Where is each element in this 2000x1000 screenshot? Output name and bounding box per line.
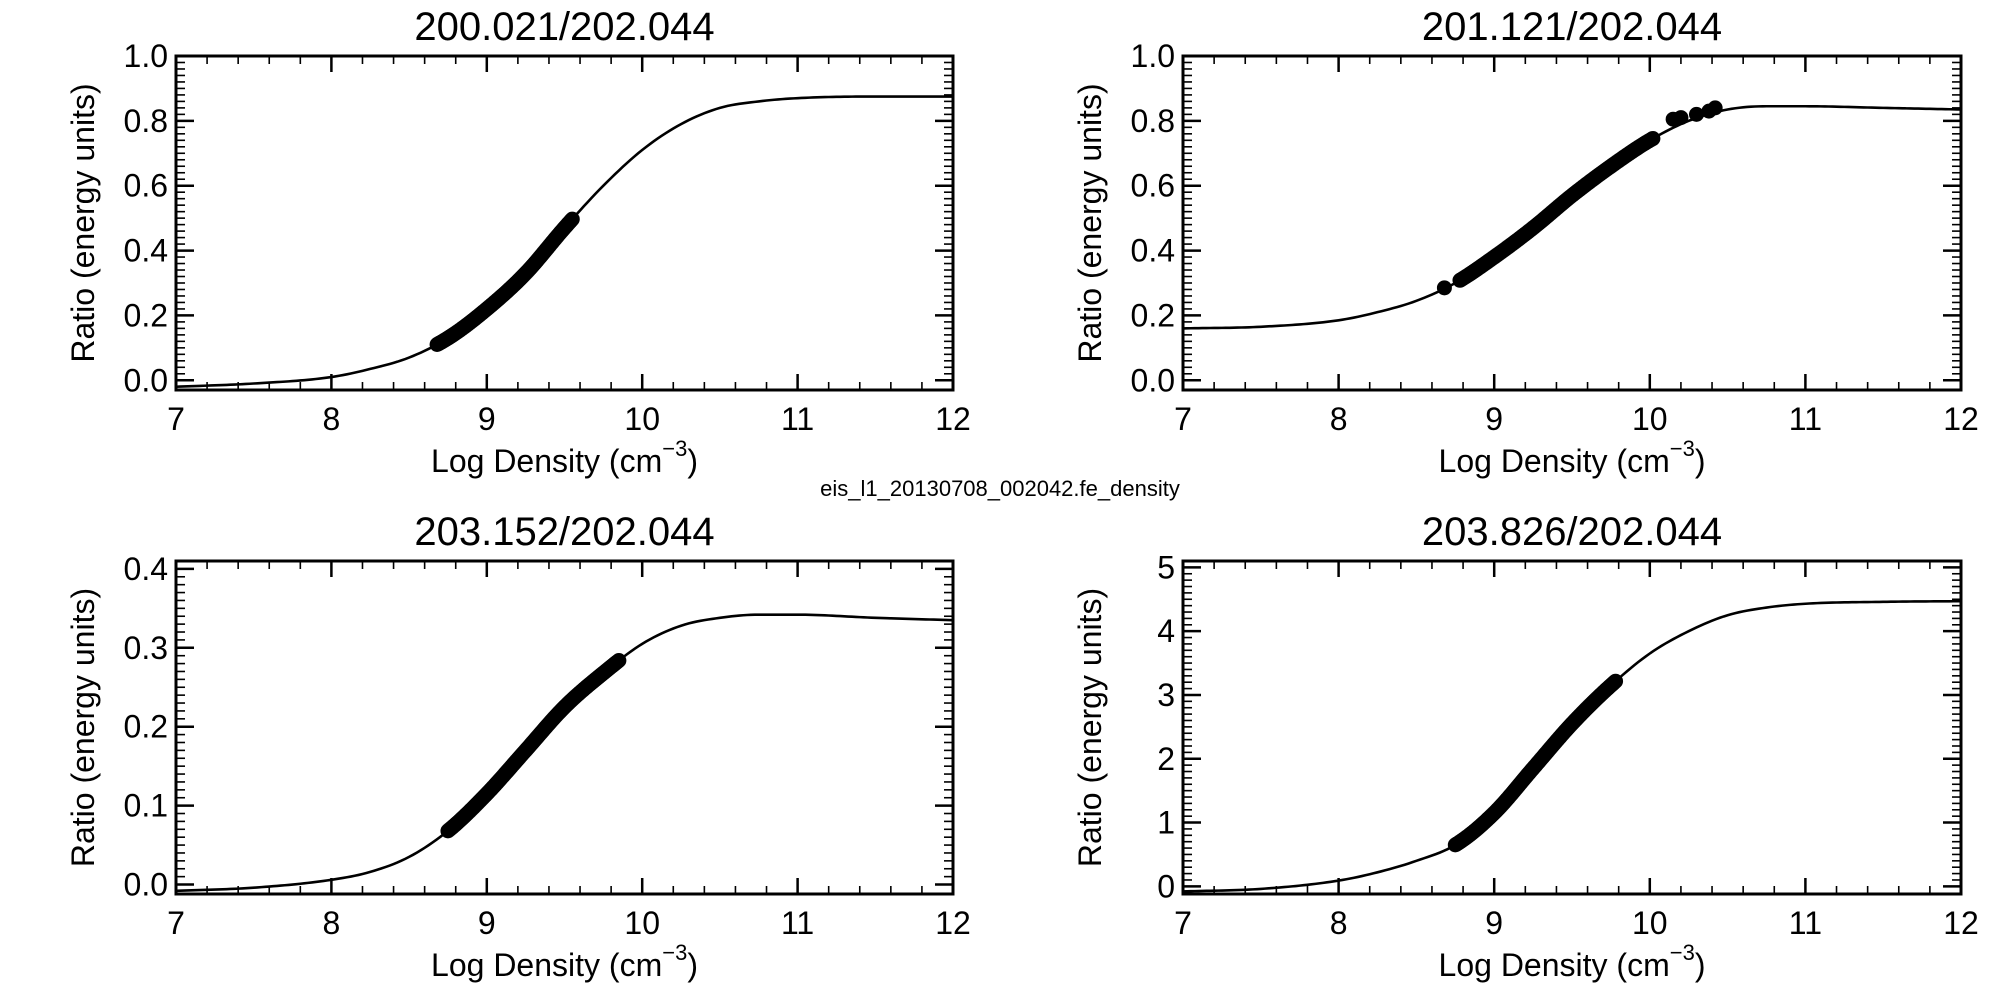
x-tick-label: 9 bbox=[1485, 905, 1503, 941]
data-point bbox=[1645, 131, 1661, 147]
y-axis-label: Ratio (energy units) bbox=[65, 83, 101, 362]
x-tick-label: 8 bbox=[1330, 401, 1348, 437]
y-tick-label: 0.0 bbox=[1131, 362, 1175, 398]
x-axis-label-superscript: −3 bbox=[1670, 940, 1695, 965]
x-axis-label-main: Log Density (cm bbox=[431, 947, 662, 983]
x-tick-label: 12 bbox=[1943, 401, 1979, 437]
data-point bbox=[611, 653, 627, 668]
plot-frame bbox=[174, 54, 955, 392]
x-axis-label-superscript: −3 bbox=[1670, 436, 1695, 461]
figure-center-label: eis_l1_20130708_002042.fe_density bbox=[820, 476, 1180, 501]
x-axis-label-close: ) bbox=[1695, 443, 1706, 479]
x-tick-label: 10 bbox=[1632, 905, 1668, 941]
chart-panel-1: 200.021/202.044 7 8 9 10 11 12 0.0 0.2 0.4 0.6 0.8 1… bbox=[65, 5, 971, 479]
x-axis-label-close: ) bbox=[687, 947, 698, 983]
y-tick-label: 1 bbox=[1157, 805, 1175, 841]
data-point bbox=[1673, 110, 1689, 126]
x-axis-label-superscript: −3 bbox=[662, 940, 687, 965]
ratio-curve bbox=[175, 95, 953, 389]
x-axis-label: Log Density (cm−3) bbox=[1439, 436, 1706, 479]
ratio-curve bbox=[175, 613, 954, 893]
y-tick-label: 5 bbox=[1157, 549, 1175, 585]
y-tick-label: 0.0 bbox=[124, 362, 168, 398]
plot-frame bbox=[1181, 54, 1963, 392]
x-tick-label: 11 bbox=[1789, 905, 1822, 941]
y-tick-label: 0.6 bbox=[1131, 168, 1175, 204]
x-tick-label: 12 bbox=[935, 905, 971, 941]
x-axis-label-main: Log Density (cm bbox=[431, 443, 662, 479]
x-axis-label: Log Density (cm−3) bbox=[431, 940, 698, 983]
y-tick-label: 3 bbox=[1157, 677, 1175, 713]
y-tick-label: 0.0 bbox=[124, 867, 168, 903]
y-tick-label: 0.4 bbox=[124, 233, 168, 269]
x-tick-label: 9 bbox=[1485, 401, 1503, 437]
x-axis-label: Log Density (cm−3) bbox=[431, 436, 698, 479]
y-tick-label: 0.1 bbox=[124, 788, 168, 824]
x-tick-label: 9 bbox=[478, 905, 496, 941]
x-tick-label: 11 bbox=[781, 401, 814, 437]
x-tick-label: 8 bbox=[323, 401, 341, 437]
y-axis-label: Ratio (energy units) bbox=[1072, 588, 1108, 867]
x-axis-label: Log Density (cm−3) bbox=[1439, 940, 1706, 983]
y-tick-label: 0.2 bbox=[1131, 297, 1175, 333]
x-axis-label-close: ) bbox=[687, 443, 698, 479]
x-tick-label: 7 bbox=[1174, 905, 1192, 941]
y-tick-label: 0.2 bbox=[124, 297, 168, 333]
y-tick-label: 0.3 bbox=[124, 630, 168, 666]
y-tick-label: 0.2 bbox=[124, 709, 168, 745]
y-tick-label: 1.0 bbox=[124, 38, 168, 74]
data-point bbox=[1707, 100, 1723, 116]
chart-title: 201.121/202.044 bbox=[1422, 5, 1722, 49]
y-tick-label: 2 bbox=[1157, 741, 1175, 777]
x-axis-label-main: Log Density (cm bbox=[1439, 947, 1670, 983]
y-tick-label: 0.6 bbox=[124, 168, 168, 204]
chart-title: 203.152/202.044 bbox=[414, 510, 714, 554]
y-tick-label: 1.0 bbox=[1131, 38, 1175, 74]
x-tick-label: 10 bbox=[624, 401, 660, 437]
chart-title: 200.021/202.044 bbox=[414, 5, 714, 49]
x-tick-label: 7 bbox=[167, 905, 185, 941]
data-point bbox=[1688, 106, 1704, 122]
ratio-curve bbox=[1182, 104, 1962, 330]
chart-panel-3: 203.152/202.044 7 8 9 10 11 12 0.0 0.1 0.2 0.3 0.4 L… bbox=[65, 510, 971, 983]
y-tick-label: 0.8 bbox=[124, 103, 168, 139]
data-point bbox=[1436, 280, 1452, 296]
x-tick-label: 9 bbox=[478, 401, 496, 437]
y-tick-label: 0.4 bbox=[124, 551, 168, 587]
x-tick-label: 7 bbox=[167, 401, 185, 437]
x-tick-label: 12 bbox=[1943, 905, 1979, 941]
x-axis-label-superscript: −3 bbox=[662, 436, 687, 461]
x-axis-label-close: ) bbox=[1695, 947, 1706, 983]
x-tick-label: 7 bbox=[1174, 401, 1192, 437]
x-tick-label: 11 bbox=[1789, 401, 1822, 437]
chart-panel-2: 201.121/202.044 7 8 9 10 11 12 0.0 0.2 0.4 0.6 0.8 1… bbox=[1072, 5, 1979, 479]
y-tick-label: 0.8 bbox=[1131, 103, 1175, 139]
data-point bbox=[1608, 673, 1624, 689]
data-point bbox=[564, 211, 580, 227]
x-axis-label-main: Log Density (cm bbox=[1439, 443, 1670, 479]
y-tick-label: 0 bbox=[1157, 868, 1175, 904]
y-axis-label: Ratio (energy units) bbox=[1072, 83, 1108, 362]
x-tick-label: 10 bbox=[1632, 401, 1668, 437]
x-tick-label: 8 bbox=[323, 905, 341, 941]
y-tick-label: 0.4 bbox=[1131, 233, 1175, 269]
y-axis-label: Ratio (energy units) bbox=[65, 588, 101, 867]
plot-frame bbox=[174, 559, 955, 896]
chart-title: 203.826/202.044 bbox=[1422, 510, 1722, 554]
x-tick-label: 8 bbox=[1330, 905, 1348, 941]
x-tick-label: 11 bbox=[781, 905, 814, 941]
ratio-curve bbox=[1182, 599, 1962, 893]
y-tick-label: 4 bbox=[1157, 613, 1175, 649]
x-tick-label: 12 bbox=[935, 401, 971, 437]
x-tick-label: 10 bbox=[624, 905, 660, 941]
